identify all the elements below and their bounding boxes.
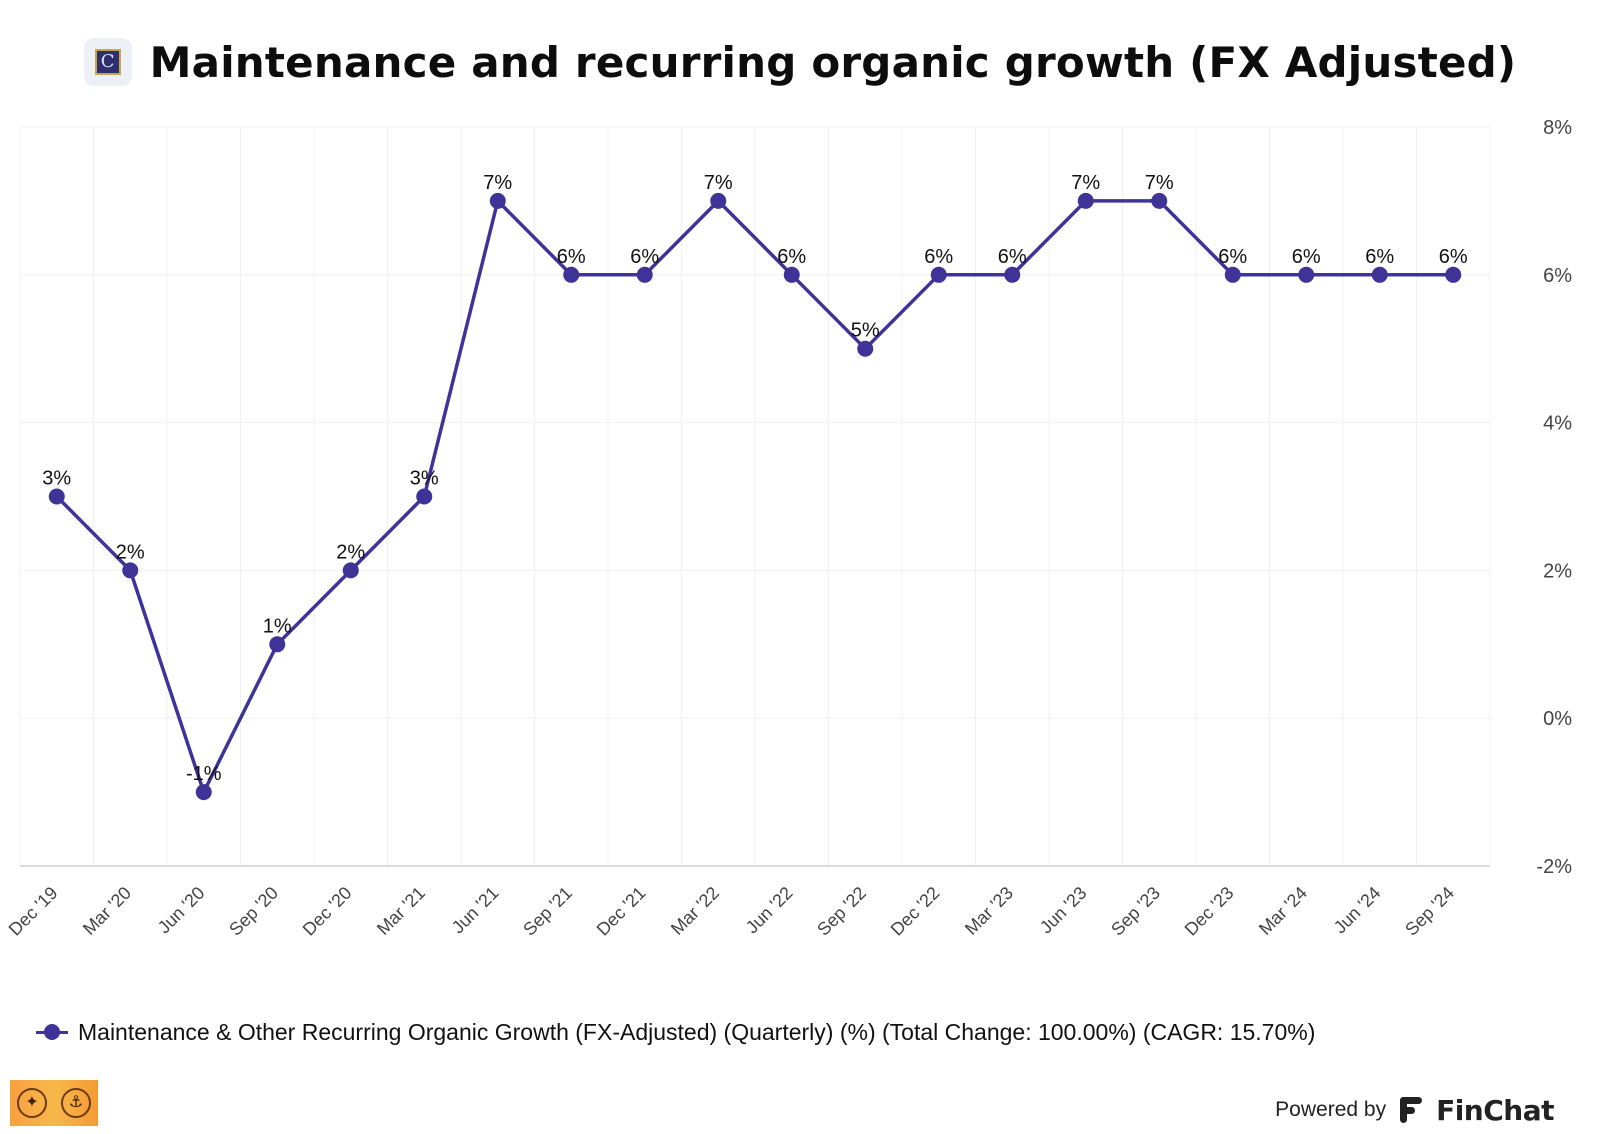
data-label: 3%	[42, 468, 71, 490]
company-logo-mark: C	[94, 49, 121, 75]
powered-by[interactable]: Powered by FinChat	[1275, 1090, 1554, 1130]
x-tick-label: Dec '21	[593, 883, 650, 940]
legend-label: Maintenance & Other Recurring Organic Gr…	[78, 1018, 1316, 1045]
data-point[interactable]	[195, 784, 212, 801]
data-label: -1%	[186, 763, 222, 785]
data-label: 6%	[1365, 246, 1394, 268]
y-tick-label: 4%	[1543, 413, 1572, 435]
y-tick-label: 0%	[1543, 708, 1572, 730]
data-label: 6%	[1292, 246, 1321, 268]
x-tick-label: Jun '20	[154, 883, 209, 938]
data-point[interactable]	[489, 192, 506, 209]
x-tick-label: Sep '21	[519, 883, 576, 940]
y-tick-label: 8%	[1543, 117, 1572, 139]
data-label: 2%	[336, 541, 365, 563]
x-tick-label: Dec '22	[887, 883, 944, 940]
y-tick-label: 6%	[1543, 265, 1572, 287]
data-point[interactable]	[48, 488, 65, 505]
x-tick-label: Mar '21	[373, 883, 429, 939]
x-tick-label: Sep '22	[813, 883, 870, 940]
chart-header: C Maintenance and recurring organic grow…	[0, 34, 1600, 90]
x-tick-label: Sep '20	[225, 883, 282, 940]
x-tick-label: Mar '23	[961, 883, 1017, 939]
axes: -2% 0% 2% 4% 6% 8% Dec '19 Mar '20 Jun '20 Sep '2…	[5, 117, 1573, 940]
data-label: 3%	[410, 468, 439, 490]
data-label: 5%	[851, 320, 880, 342]
finchat-logo-icon	[1400, 1097, 1423, 1123]
data-label: 6%	[924, 246, 953, 268]
data-label: 7%	[1071, 172, 1100, 194]
x-tick-label: Jun '22	[742, 883, 797, 938]
data-label: 6%	[1218, 246, 1247, 268]
finchat-brand: FinChat	[1436, 1093, 1554, 1127]
data-label: 6%	[777, 246, 806, 268]
data-label: 2%	[116, 541, 145, 563]
x-tick-label: Jun '24	[1330, 883, 1385, 938]
data-label: 1%	[263, 615, 292, 637]
data-label: 6%	[557, 246, 586, 268]
data-label: 6%	[998, 246, 1027, 268]
data-point[interactable]	[1371, 266, 1388, 283]
line-chart: -2% 0% 2% 4% 6% 8% Dec '19 Mar '20 Jun '20 Sep '2…	[5, 117, 1573, 940]
y-tick-label: -2%	[1536, 856, 1572, 878]
watermark-badge: ✦ ⚓	[10, 1080, 98, 1126]
data-point[interactable]	[1445, 266, 1462, 283]
data-point[interactable]	[122, 562, 139, 579]
data-point[interactable]	[636, 266, 653, 283]
data-label: 7%	[483, 172, 512, 194]
data-point[interactable]	[563, 266, 580, 283]
x-tick-label: Sep '23	[1107, 883, 1164, 940]
x-tick-label: Dec '19	[5, 883, 62, 940]
x-tick-label: Mar '20	[79, 883, 135, 939]
company-logo-letter: C	[100, 51, 115, 72]
data-label: 6%	[1439, 246, 1468, 268]
data-point[interactable]	[930, 266, 947, 283]
company-logo: C	[83, 38, 132, 86]
powered-by-label: Powered by	[1275, 1098, 1387, 1121]
data-point[interactable]	[857, 340, 874, 357]
data-label: 7%	[704, 172, 733, 194]
data-point[interactable]	[1077, 192, 1094, 209]
data-point[interactable]	[710, 192, 727, 209]
data-point[interactable]	[1224, 266, 1241, 283]
series-layer	[48, 192, 1462, 801]
data-point[interactable]	[416, 488, 433, 505]
data-label: 7%	[1145, 172, 1174, 194]
series-line	[55, 199, 1454, 794]
seal-icon: ✦	[17, 1088, 47, 1118]
x-tick-label: Dec '20	[299, 883, 356, 940]
data-point[interactable]	[1004, 266, 1021, 283]
legend[interactable]: Maintenance & Other Recurring Organic Gr…	[36, 1012, 1315, 1052]
x-tick-label: Mar '24	[1255, 883, 1311, 939]
chart-title: Maintenance and recurring organic growth…	[149, 37, 1517, 87]
data-label: 6%	[630, 246, 659, 268]
data-point[interactable]	[342, 562, 359, 579]
data-point[interactable]	[1151, 192, 1168, 209]
data-point[interactable]	[783, 266, 800, 283]
data-point[interactable]	[1298, 266, 1315, 283]
y-tick-label: 2%	[1543, 560, 1572, 582]
anchor-icon: ⚓	[61, 1088, 91, 1118]
x-tick-label: Jun '21	[448, 883, 503, 938]
x-tick-label: Mar '22	[667, 883, 723, 939]
data-labels: 3% 2% -1% 1% 2% 3% 7% 6% 6% 7% 6% 5% 6% 6% 7% 7% 6% 6% 6% 6…	[42, 172, 1468, 785]
x-tick-label: Dec '23	[1181, 883, 1238, 940]
legend-marker-icon	[36, 1024, 68, 1040]
x-tick-label: Jun '23	[1036, 883, 1091, 938]
data-point[interactable]	[269, 636, 286, 653]
x-tick-label: Sep '24	[1401, 883, 1458, 940]
